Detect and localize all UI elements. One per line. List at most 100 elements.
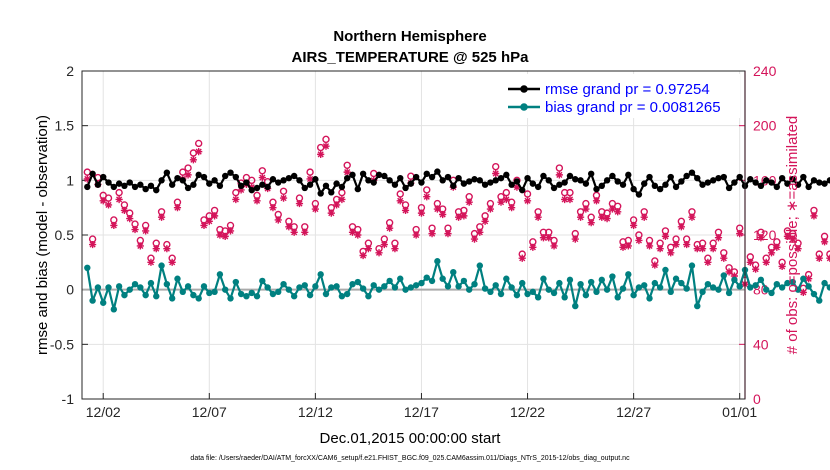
bias-point	[147, 279, 155, 287]
rmse-point	[338, 183, 346, 191]
rmse-point	[577, 177, 584, 184]
obs-assimilated-point	[614, 208, 622, 216]
obs-assimilated-point	[619, 243, 627, 251]
left-tick-label: -1	[62, 391, 75, 407]
rmse-point	[137, 181, 144, 188]
bias-point	[768, 289, 775, 297]
bias-point	[455, 283, 462, 290]
obs-assimilated-point	[481, 217, 489, 225]
bias-point	[805, 283, 812, 290]
bias-point	[354, 278, 362, 286]
bias-point	[158, 262, 165, 269]
legend-box	[500, 74, 740, 118]
obs-assimilated-point	[301, 228, 309, 236]
rmse-point	[566, 172, 574, 180]
obs-assimilated-point	[375, 249, 383, 257]
rmse-point	[556, 181, 563, 188]
rmse-point	[476, 177, 483, 184]
obs-assimilated-point	[608, 205, 616, 213]
bias-point	[190, 291, 197, 299]
bias-point	[344, 290, 351, 298]
rmse-point	[190, 181, 197, 188]
rmse-point	[450, 182, 457, 189]
rmse-point	[529, 180, 537, 187]
rmse-point	[179, 177, 186, 184]
bias-point	[810, 290, 818, 298]
bias-point	[418, 279, 425, 287]
bias-point	[137, 284, 144, 291]
obs-assimilated-point	[401, 206, 410, 214]
bias-point	[100, 299, 107, 306]
obs-assimilated-point	[746, 258, 754, 266]
bias-point	[524, 290, 531, 298]
bias-point	[609, 273, 616, 280]
bias-point	[662, 266, 669, 274]
obs-assimilated-point	[757, 234, 765, 242]
obs-assimilated-point	[126, 215, 134, 223]
left-tick-label: -0.5	[50, 336, 74, 352]
obs-assimilated-point	[306, 175, 314, 183]
obs-assimilated-point	[200, 221, 208, 230]
rmse-point	[227, 169, 234, 176]
obs-assimilated-point	[439, 210, 447, 219]
obs-assimilated-point	[163, 245, 171, 253]
rmse-point	[264, 183, 271, 191]
rmse-point	[513, 178, 521, 185]
left-tick-label: 0	[66, 282, 74, 298]
bias-point	[816, 297, 823, 304]
bias-point	[131, 281, 139, 288]
bias-point	[800, 275, 807, 282]
rmse-point	[662, 181, 669, 188]
obs-possible-point	[396, 190, 404, 198]
rmse-point	[614, 178, 621, 185]
rmse-point	[768, 179, 775, 186]
legend-bias-label: bias grand pr = 0.0081265	[545, 99, 721, 116]
rmse-point	[757, 182, 765, 189]
bias-point	[412, 282, 420, 289]
bias-point	[402, 286, 409, 293]
bias-point	[264, 284, 271, 291]
obs-possible-point	[83, 168, 92, 176]
rmse-point	[630, 185, 637, 193]
rmse-point	[386, 177, 393, 184]
rmse-point	[471, 176, 478, 183]
bias-point	[121, 291, 128, 299]
obs-assimilated-point	[709, 245, 717, 253]
obs-assimilated-point	[444, 230, 452, 238]
rmse-point	[131, 183, 139, 191]
rmse-point	[439, 177, 446, 184]
bias-point	[598, 276, 605, 284]
obs-assimilated-point	[698, 245, 707, 253]
obs-assimilated-point	[147, 258, 155, 266]
obs-assimilated-point	[83, 175, 91, 183]
bias-point	[333, 283, 340, 290]
bias-point	[168, 295, 176, 302]
bias-point	[328, 284, 335, 291]
bias-point	[672, 275, 680, 282]
rmse-point	[328, 189, 335, 196]
obs-assimilated-point	[317, 150, 325, 158]
obs-assimilated-point	[518, 254, 526, 262]
bias-point	[269, 290, 277, 298]
obs-assimilated-point	[311, 205, 319, 213]
rmse-point	[237, 182, 245, 189]
bias-point	[375, 286, 383, 293]
bias-point	[778, 284, 786, 291]
bias-point	[110, 306, 118, 313]
rmse-point	[142, 185, 149, 193]
rmse-point	[603, 177, 611, 184]
obs-assimilated-point	[380, 240, 388, 249]
obs-assimilated-point	[396, 197, 404, 205]
rmse-point	[641, 180, 648, 187]
obs-possible-point	[184, 164, 192, 172]
rmse-point	[290, 172, 298, 180]
bias-point	[794, 286, 802, 293]
obs-assimilated-point	[142, 227, 150, 235]
obs-assimilated-point	[433, 205, 441, 213]
obs-assimilated-point	[805, 275, 813, 283]
right-tick-label: 200	[753, 118, 777, 134]
bias-point	[407, 284, 415, 291]
bias-point	[471, 281, 478, 288]
rmse-point	[519, 186, 526, 194]
left-tick-label: 0.5	[55, 227, 75, 243]
